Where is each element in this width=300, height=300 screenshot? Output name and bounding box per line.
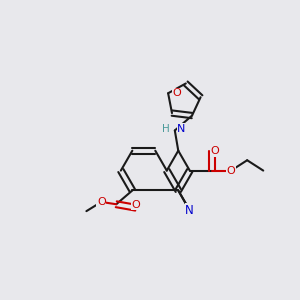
Text: O: O: [97, 197, 106, 207]
Text: O: O: [210, 146, 219, 156]
Text: O: O: [131, 200, 140, 210]
Text: N: N: [177, 124, 186, 134]
Text: H: H: [162, 124, 170, 134]
Text: O: O: [172, 88, 181, 98]
Text: N: N: [185, 204, 194, 217]
Text: O: O: [227, 166, 236, 176]
